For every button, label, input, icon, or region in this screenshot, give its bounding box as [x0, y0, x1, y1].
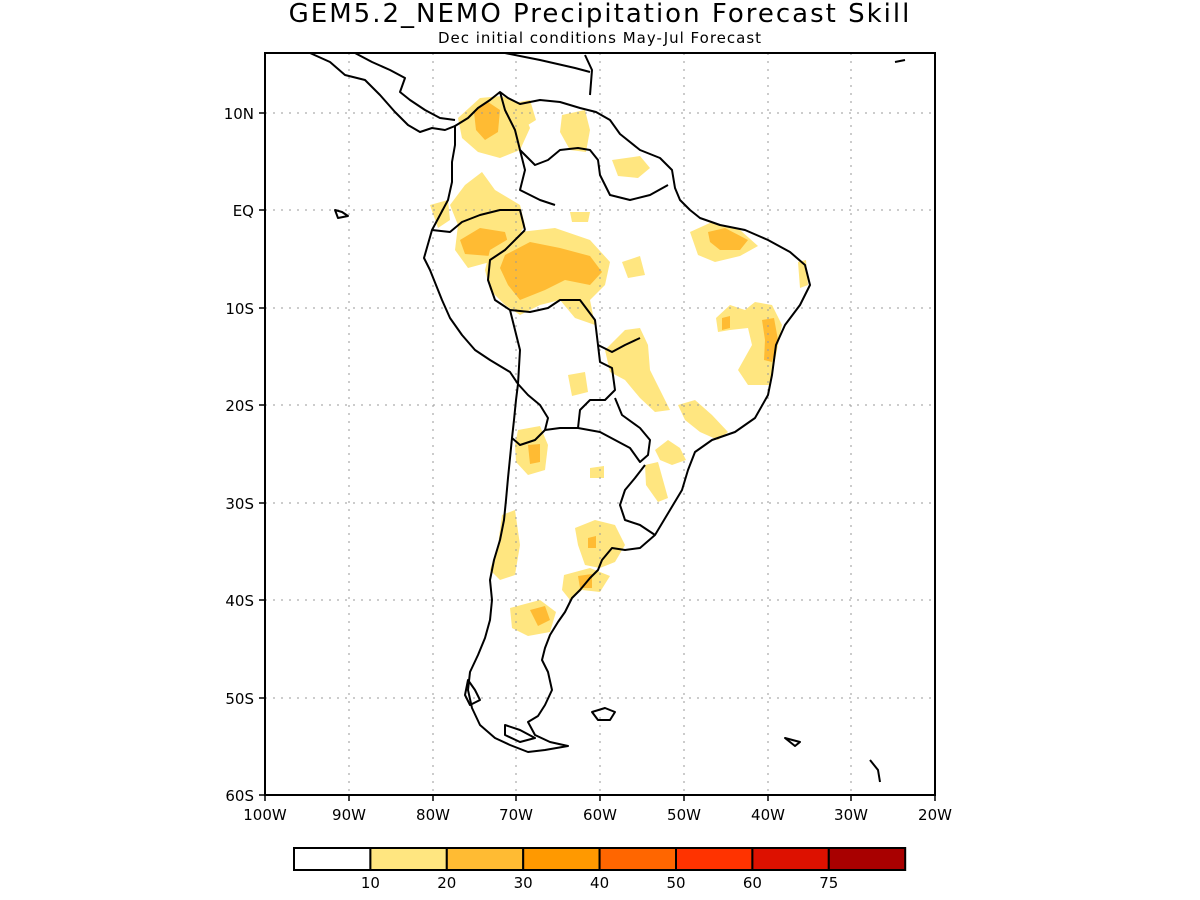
colorbar-swatch: [293, 847, 372, 871]
galapagos: [334, 209, 349, 219]
skill-area: [568, 372, 588, 396]
colorbar-swatch: [598, 847, 677, 871]
country-border: [499, 91, 669, 201]
skill-area: [570, 212, 590, 222]
colorbar-label: 40: [590, 874, 609, 892]
colorbar-swatch: [445, 847, 525, 871]
skill-area: [605, 328, 670, 412]
skill-area: [655, 440, 686, 465]
skill-area: [678, 400, 728, 440]
colorbar-label: 30: [514, 874, 533, 892]
skill-area: [588, 536, 596, 548]
country-border: [517, 383, 578, 431]
lat-tick-label: 60S: [225, 787, 254, 805]
skill-area: [530, 606, 550, 626]
skill-area: [645, 462, 668, 502]
country-border: [511, 429, 546, 446]
skill-area: [762, 318, 778, 362]
colorbar-swatch: [675, 847, 754, 871]
lat-tick-label: 10N: [224, 105, 254, 123]
atlantic-islands: [894, 59, 906, 63]
country-border: [431, 209, 526, 233]
atlantic-islands: [869, 759, 881, 783]
map-title: GEM5.2_NEMO Precipitation Forecast Skill: [288, 0, 912, 29]
lat-tick-label: EQ: [233, 202, 254, 220]
lon-tick-label: 100W: [243, 806, 287, 824]
lon-tick-labels: 100W 90W 80W 70W 60W 50W 40W 30W 20W: [243, 806, 952, 824]
lat-tick-label: 30S: [225, 495, 254, 513]
colorbar-label: 60: [743, 874, 762, 892]
lat-tick-label: 50S: [225, 690, 254, 708]
gridlines: [265, 53, 935, 795]
skill-area: [575, 520, 625, 568]
skill-area: [622, 256, 645, 278]
colorbar-label: 10: [361, 874, 380, 892]
lon-tick-label: 40W: [751, 806, 785, 824]
country-border: [619, 464, 656, 536]
lon-tick-label: 70W: [499, 806, 533, 824]
skill-area: [590, 466, 604, 478]
axis-ticks: [259, 112, 936, 801]
central-america-coast: [309, 52, 456, 133]
colorbar-swatch: [751, 847, 830, 871]
tierra-del-fuego: [504, 724, 536, 743]
caribbean-islands: [504, 52, 591, 73]
chile-archipelago: [464, 679, 481, 706]
lat-tick-labels: 10N EQ 10S 20S 30S 40S 50S 60S: [224, 105, 254, 805]
country-border: [597, 337, 641, 353]
map-subtitle: Dec initial conditions May-Jul Forecast: [437, 29, 763, 47]
skill-area: [560, 110, 590, 152]
colorbar-label: 20: [437, 874, 456, 892]
south-america-coast: [423, 91, 811, 753]
country-border: [519, 149, 556, 206]
colorbar-swatch: [522, 847, 601, 871]
skill-area: [722, 316, 730, 330]
skill-area: [490, 510, 520, 580]
lon-tick-label: 90W: [332, 806, 366, 824]
skill-area: [500, 242, 602, 300]
lon-tick-label: 20W: [918, 806, 952, 824]
lon-tick-label: 50W: [667, 806, 701, 824]
colorbar-swatch: [369, 847, 448, 871]
lat-tick-label: 20S: [225, 397, 254, 415]
central-america-coast: [354, 52, 456, 121]
colorbar-swatch: [827, 847, 907, 871]
lon-tick-label: 30W: [834, 806, 868, 824]
skill-area: [708, 228, 748, 250]
colorbar-label: 50: [666, 874, 685, 892]
skill-area: [508, 100, 536, 130]
skill-area: [612, 156, 650, 178]
lat-tick-label: 10S: [225, 300, 254, 318]
skill-area: [474, 102, 500, 140]
skill-area: [528, 444, 540, 464]
colorbar: 10 20 30 40 50 60 75: [293, 847, 907, 892]
caribbean-islands: [584, 54, 593, 96]
colorbar-label: 75: [819, 874, 838, 892]
south-georgia: [784, 737, 801, 747]
lon-tick-label: 80W: [416, 806, 450, 824]
skill-shading: [430, 96, 808, 636]
map-frame: [264, 52, 936, 796]
lon-tick-label: 60W: [583, 806, 617, 824]
country-border: [509, 299, 616, 429]
falkland-islands: [591, 707, 616, 721]
lat-tick-label: 40S: [225, 592, 254, 610]
country-border: [487, 229, 526, 385]
country-border: [577, 397, 651, 463]
coastlines: [309, 52, 906, 783]
skill-area: [578, 574, 592, 588]
